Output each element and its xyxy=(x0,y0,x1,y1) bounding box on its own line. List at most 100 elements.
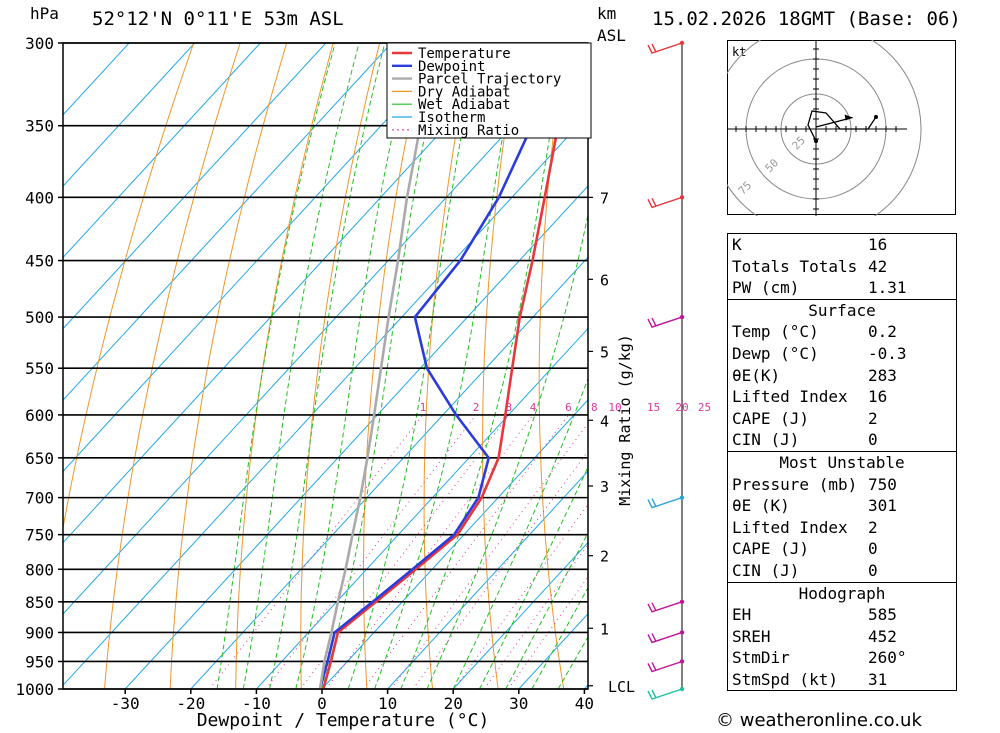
k-index-row: K 16 xyxy=(728,234,956,256)
plot-frame xyxy=(62,42,589,690)
temperature-trace xyxy=(322,43,584,689)
hodograph-start-dot xyxy=(814,139,818,143)
mixing-ratio-line xyxy=(483,543,588,689)
stmspd-row: StmSpd (kt) 31 xyxy=(728,669,956,691)
mu-cape-label: CAPE (J) xyxy=(732,539,810,559)
pressure-tick-label: 300 xyxy=(25,34,54,53)
wet-adiabat-line xyxy=(295,43,414,689)
isotherm-line xyxy=(387,470,588,689)
k-index-label: K xyxy=(732,235,742,254)
stmspd-label: StmSpd (kt) xyxy=(732,669,838,689)
pressure-tick-label: 800 xyxy=(25,560,54,579)
isotherm-line xyxy=(452,541,588,689)
isotherm-line xyxy=(63,113,588,687)
legend-label: Isotherm xyxy=(418,110,485,126)
mixing-ratio-line xyxy=(507,576,588,689)
mu-cin-value: 0 xyxy=(868,560,878,580)
isotherm-line xyxy=(256,327,588,689)
wind-barb xyxy=(647,42,683,54)
wind-barb xyxy=(647,631,683,644)
wind-barb xyxy=(647,496,683,509)
temperature-tick-label: -30 xyxy=(111,694,140,713)
surface-cin-label: CIN (J) xyxy=(732,430,800,450)
isotherm-line xyxy=(63,43,130,116)
eh-label: EH xyxy=(732,605,752,625)
pressure-tick-label: 950 xyxy=(25,652,54,671)
dry-adiabat-line xyxy=(982,6,1000,689)
surface-theta-row: θE(K) 283 xyxy=(728,365,956,387)
isotherm-line xyxy=(63,43,327,330)
pressure-tick-label: 450 xyxy=(25,252,54,271)
stmdir-value: 260° xyxy=(868,648,907,668)
temperature-tick-label: -10 xyxy=(242,694,271,713)
wet-adiabat-line xyxy=(400,43,566,689)
mu-cin-row: CIN (J) 0 xyxy=(728,560,956,582)
legend-label: Parcel Trajectory xyxy=(418,72,561,88)
pressure-tick-label: 700 xyxy=(25,489,54,508)
surface-heading: Surface xyxy=(728,298,956,322)
mu-theta-row: θE (K) 301 xyxy=(728,495,956,517)
stmspd-value: 31 xyxy=(868,669,888,689)
wet-adiabat-line xyxy=(374,43,520,689)
temperature-tick-label: 10 xyxy=(378,694,397,713)
hodograph-heading: Hodograph xyxy=(728,581,956,605)
surface-li-row: Lifted Index 16 xyxy=(728,386,956,408)
credit-link[interactable]: © weatheronline.co.uk xyxy=(716,710,922,731)
mixing-ratio-line xyxy=(412,450,588,689)
surface-dewp-label: Dewp (°C) xyxy=(732,343,819,363)
totals-totals-row: Totals Totals 42 xyxy=(728,256,956,278)
legend-label: Temperature xyxy=(418,46,511,62)
legend-label: Dry Adiabat xyxy=(418,84,511,100)
km-tick-label: 4 xyxy=(600,412,609,430)
dewpoint-trace xyxy=(318,43,557,689)
totals-totals-label: Totals Totals xyxy=(732,256,858,276)
km-tick-label: 5 xyxy=(600,343,609,361)
surface-temp-value: 0.2 xyxy=(868,322,897,342)
km-tick-label: 6 xyxy=(600,271,609,289)
hodograph-unit: kt xyxy=(732,45,746,59)
mixing-ratio-line xyxy=(265,414,477,689)
pressure-tick-label: 900 xyxy=(25,623,54,642)
pressure-tick-label: 1000 xyxy=(15,680,54,699)
temperature-tick-label: 30 xyxy=(509,694,528,713)
mixing-ratio-tick-label: 3 xyxy=(506,401,513,414)
isotherm-line xyxy=(63,43,524,544)
isotherm-line xyxy=(63,43,458,473)
legend-box xyxy=(386,42,592,139)
surface-cape-row: CAPE (J) 2 xyxy=(728,408,956,430)
temperature-tick-label: -20 xyxy=(176,694,205,713)
hodograph-trace xyxy=(807,110,877,142)
stmdir-label: StmDir xyxy=(732,648,790,668)
wind-barb xyxy=(647,196,683,209)
isotherm-line xyxy=(124,185,588,689)
eh-value: 585 xyxy=(868,605,897,625)
dry-adiabat-line xyxy=(63,43,195,531)
mixing-ratio-line xyxy=(390,422,588,689)
mixing-ratio-line xyxy=(209,414,424,689)
isotherm-line xyxy=(63,43,392,401)
mu-pressure-value: 750 xyxy=(868,474,897,494)
mixing-ratio-axis-label: Mixing Ratio (g/kg) xyxy=(616,334,634,506)
pw-label: PW (cm) xyxy=(732,278,800,298)
wet-adiabat-line xyxy=(505,531,588,689)
surface-cape-value: 2 xyxy=(868,408,878,428)
mixing-ratio-line xyxy=(453,503,588,689)
mu-pressure-label: Pressure (mb) xyxy=(732,474,858,494)
unit-hpa: hPa xyxy=(30,4,59,23)
mixing-ratio-tick-label: 4 xyxy=(530,401,537,414)
dry-adiabat-line xyxy=(300,43,381,689)
km-unit: km xyxy=(597,4,617,23)
surface-dewp-row: Dewp (°C) -0.3 xyxy=(728,343,956,365)
wind-barb xyxy=(647,601,683,613)
mu-li-label: Lifted Index xyxy=(732,517,848,537)
surface-temp-label: Temp (°C) xyxy=(732,322,819,342)
k-index-value: 16 xyxy=(868,235,888,254)
mixing-ratio-tick-label: 2 xyxy=(473,401,480,414)
isotherm-line xyxy=(63,43,261,259)
pressure-tick-label: 500 xyxy=(25,308,54,327)
mu-cape-value: 0 xyxy=(868,539,878,559)
surface-li-value: 16 xyxy=(868,387,888,407)
mixing-ratio-tick-label: 8 xyxy=(591,401,598,414)
